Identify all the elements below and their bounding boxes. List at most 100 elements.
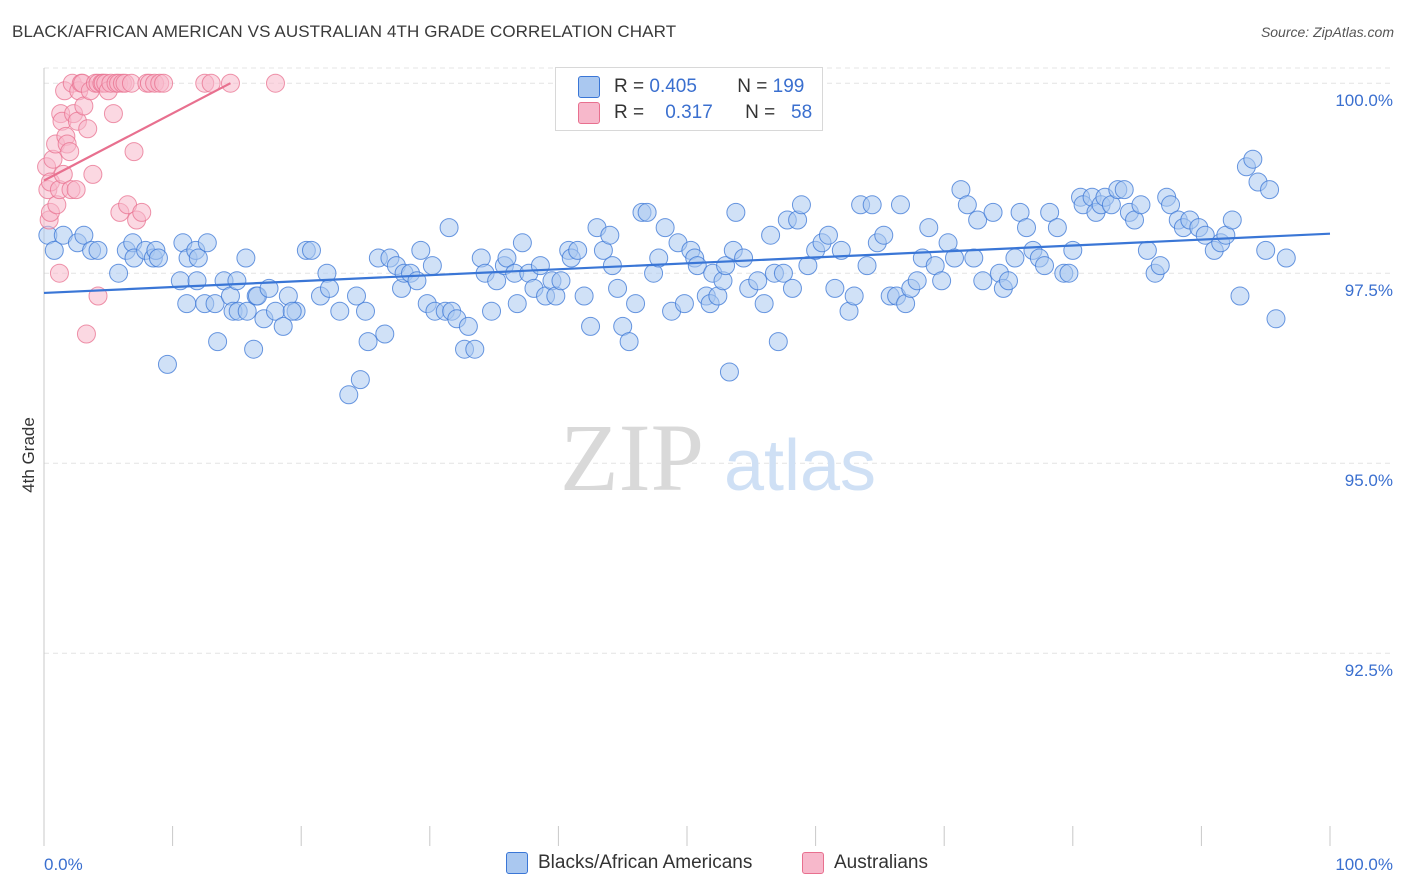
data-point-blacks <box>637 202 657 222</box>
data-point-australians <box>78 119 98 139</box>
data-point-blacks <box>422 256 442 276</box>
x-tick-label-min: 0.0% <box>44 855 83 874</box>
data-point-blacks <box>208 332 228 352</box>
data-point-blacks <box>227 271 247 291</box>
bottom-legend-swatch-pink <box>802 852 824 874</box>
data-point-blacks <box>44 240 64 260</box>
legend-row-blacks: R = 0.405 N = 199 <box>578 75 804 99</box>
data-point-blacks <box>512 233 532 253</box>
legend-r-value: 0.317 <box>665 102 713 123</box>
data-point-blacks <box>1266 309 1286 329</box>
data-point-blacks <box>1222 210 1242 230</box>
data-point-blacks <box>1230 286 1250 306</box>
bottom-legend-blacks: Blacks/African Americans <box>506 852 752 874</box>
data-point-blacks <box>507 294 527 314</box>
legend-n-label: N = <box>737 76 768 97</box>
data-point-blacks <box>1114 180 1134 200</box>
data-point-blacks <box>999 271 1018 291</box>
correlation-legend: R = 0.405 N = 199 R = 0.317 N = 58 <box>555 67 823 131</box>
bottom-legend-label: Australians <box>834 852 928 873</box>
data-point-blacks <box>782 278 802 298</box>
trend-lines <box>43 82 1331 295</box>
data-point-blacks <box>439 218 459 238</box>
data-point-blacks <box>773 263 793 283</box>
data-point-blacks <box>74 225 94 245</box>
data-point-blacks <box>655 218 675 238</box>
data-point-blacks <box>530 256 550 276</box>
data-point-blacks <box>844 286 864 306</box>
data-point-blacks <box>719 362 739 382</box>
data-point-blacks <box>236 248 256 268</box>
data-point-blacks <box>551 271 571 291</box>
data-point-blacks <box>726 202 746 222</box>
data-point-blacks <box>177 294 197 314</box>
data-point-blacks <box>1150 256 1170 276</box>
data-point-blacks <box>791 195 811 215</box>
data-point-blacks <box>319 278 339 298</box>
data-point-blacks <box>497 248 517 268</box>
data-point-blacks <box>619 332 639 352</box>
y-tick-label: 97.5% <box>1345 281 1393 300</box>
data-point-blacks <box>350 370 370 390</box>
data-point-blacks <box>568 240 588 260</box>
y-tick-label: 95.0% <box>1345 471 1393 490</box>
data-point-blacks <box>330 301 350 321</box>
data-point-blacks <box>1017 218 1037 238</box>
data-point-australians <box>154 73 174 93</box>
data-point-blacks <box>1243 149 1263 169</box>
data-point-blacks <box>649 248 669 268</box>
data-point-blacks <box>818 225 838 245</box>
data-point-blacks <box>944 248 964 268</box>
legend-swatch-blue <box>578 76 600 98</box>
data-point-blacks <box>964 248 984 268</box>
data-point-australians <box>49 263 69 283</box>
data-point-blacks <box>244 339 264 359</box>
data-point-blacks <box>88 240 108 260</box>
data-point-australians <box>124 142 144 162</box>
data-point-australians <box>83 164 103 184</box>
legend-r-value: 0.405 <box>649 76 697 97</box>
gridlines <box>44 67 1393 654</box>
data-point-blacks <box>482 301 502 321</box>
data-point-blacks <box>1276 248 1296 268</box>
trend-line-blacks <box>43 232 1331 295</box>
data-point-blacks <box>1260 180 1280 200</box>
data-point-blacks <box>608 278 628 298</box>
data-point-blacks <box>957 195 977 215</box>
data-point-blacks <box>768 332 788 352</box>
data-point-blacks <box>205 294 225 314</box>
data-point-blacks <box>626 294 646 314</box>
data-point-blacks <box>1063 240 1083 260</box>
data-point-blacks <box>1035 256 1055 276</box>
watermark-zip: ZIP <box>560 404 704 511</box>
chart-title: BLACK/AFRICAN AMERICAN VS AUSTRALIAN 4TH… <box>12 22 677 41</box>
data-point-blacks <box>1047 218 1067 238</box>
data-point-australians <box>103 104 123 124</box>
data-point-blacks <box>857 256 877 276</box>
y-axis-label: 4th Grade <box>19 417 38 493</box>
data-point-blacks <box>968 210 988 230</box>
data-point-australians <box>60 142 80 162</box>
legend-r-label: R = <box>614 76 645 97</box>
data-point-blacks <box>1040 202 1060 222</box>
data-point-blacks <box>188 248 208 268</box>
bottom-legend-swatch-blue <box>506 852 528 874</box>
data-point-blacks <box>358 332 378 352</box>
data-point-blacks <box>465 339 485 359</box>
data-point-blacks <box>907 271 927 291</box>
legend-row-australians: R = 0.317 N = 58 <box>578 101 812 125</box>
legend-n-label: N = <box>745 102 776 123</box>
data-point-australians <box>76 324 96 344</box>
data-point-blacks <box>983 202 1003 222</box>
data-point-blacks <box>375 324 395 344</box>
x-tick-label-max: 100.0% <box>1335 855 1393 874</box>
axes: 100.0% 97.5% 95.0% 92.5% 0.0% 100.0% <box>43 68 1393 874</box>
data-point-blacks <box>674 294 694 314</box>
data-point-blacks <box>197 233 217 253</box>
data-point-blacks <box>148 248 168 268</box>
source-credit: Source: ZipAtlas.com <box>1260 24 1394 40</box>
y-tick-label: 92.5% <box>1345 661 1393 680</box>
data-point-blacks <box>273 316 293 336</box>
data-point-australians <box>66 180 86 200</box>
